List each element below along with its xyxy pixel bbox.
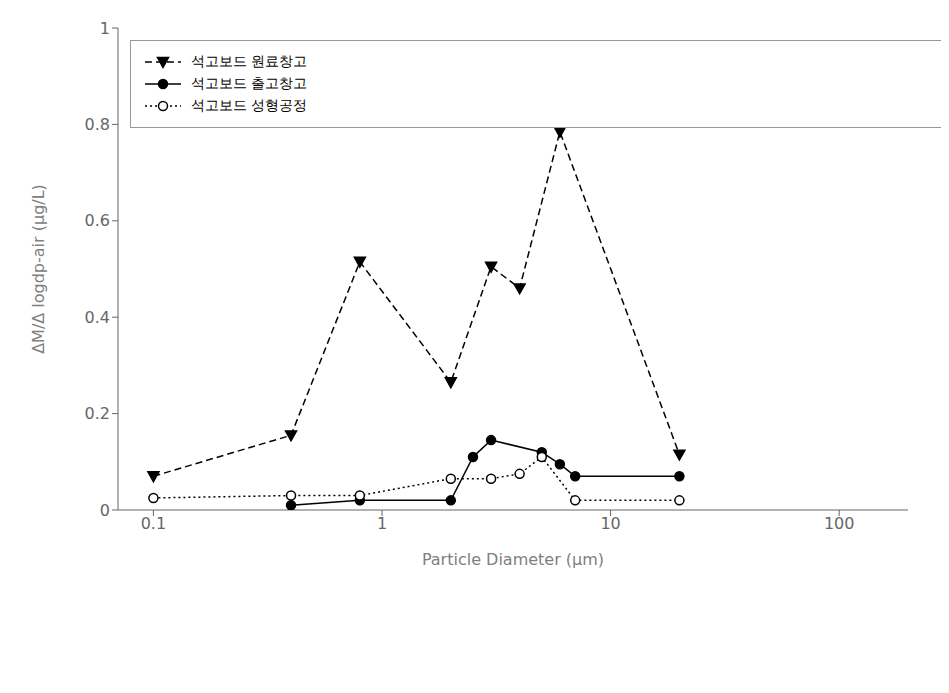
svg-text:1: 1 xyxy=(100,19,110,38)
svg-text:0.2: 0.2 xyxy=(85,404,110,423)
html-text:석고보드 성형공정: 석고보드 성형공정 xyxy=(191,97,308,113)
svg-text:0: 0 xyxy=(100,501,110,520)
svg-text:100: 100 xyxy=(824,514,855,533)
svg-text:0.6: 0.6 xyxy=(85,211,110,230)
html-text:석고보드 출고창고: 석고보드 출고창고 xyxy=(191,75,308,91)
svg-text:10: 10 xyxy=(600,514,620,533)
svg-text:Particle Diameter (μm): Particle Diameter (μm) xyxy=(422,550,604,569)
svg-text:0.4: 0.4 xyxy=(85,308,110,327)
svg-text:1: 1 xyxy=(377,514,387,533)
svg-text:0.8: 0.8 xyxy=(85,115,110,134)
svg-text:0.1: 0.1 xyxy=(141,514,166,533)
svg-text:ΔM/Δ logdp-air (μg/L): ΔM/Δ logdp-air (μg/L) xyxy=(29,184,48,354)
html-text:석고보드 원료창고: 석고보드 원료창고 xyxy=(191,53,308,69)
